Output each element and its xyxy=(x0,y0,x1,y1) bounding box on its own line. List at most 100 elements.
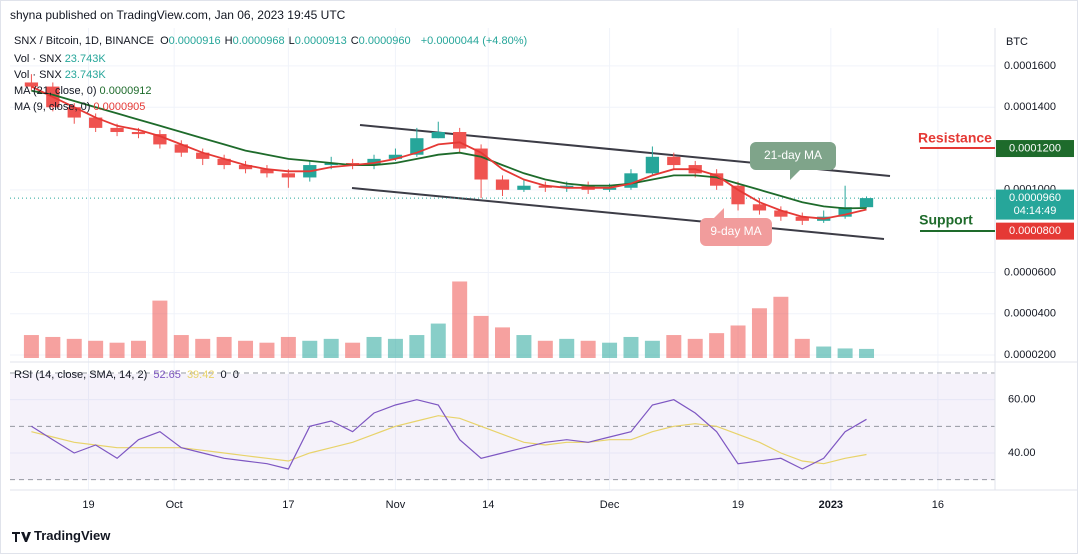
candle-body xyxy=(602,187,617,190)
x-tick-label: Oct xyxy=(166,499,183,511)
volume-bar xyxy=(730,325,746,358)
lower-trendline xyxy=(351,187,885,240)
y-tick-label: 0.0000400 xyxy=(1004,308,1056,320)
candle-body xyxy=(388,154,403,159)
volume-bar xyxy=(345,342,361,358)
change: +0.0000044 (+4.80%) xyxy=(420,35,528,47)
volume-bar xyxy=(45,336,61,358)
price-tag-label: 0.0000800 xyxy=(1009,225,1061,237)
volume-bar xyxy=(109,342,125,358)
ohlc-key: H xyxy=(224,35,233,47)
candle-body xyxy=(431,132,445,139)
volume-bar xyxy=(623,336,639,358)
volume-bar xyxy=(430,323,446,358)
volume-layer xyxy=(23,281,875,358)
ma-value: 0.0000905 xyxy=(93,101,146,113)
y-tick-label: 0.0000600 xyxy=(1004,266,1056,278)
price-tag xyxy=(996,140,1074,158)
ohlc-key: C xyxy=(350,35,359,47)
annotation-9: 9-day MA xyxy=(700,208,772,246)
support-label: Support xyxy=(919,212,973,228)
candle-body xyxy=(110,127,124,133)
symbol: SNX / Bitcoin, 1D, BINANCE xyxy=(14,35,154,47)
x-tick-label: 2023 xyxy=(819,499,843,511)
candle-body xyxy=(838,207,852,217)
volume-bar xyxy=(66,338,82,358)
ma-name: MA (9, close, 0) xyxy=(14,101,91,113)
candle-body xyxy=(367,158,381,166)
volume-bar xyxy=(709,333,725,358)
volume-bar xyxy=(773,296,789,358)
brand: TradingView xyxy=(34,528,111,543)
ohlc-key: O xyxy=(160,35,169,47)
ohlc: O0.0000916 H0.0000968 L0.0000913 C0.0000960 xyxy=(160,35,415,47)
legend-ma21: MA (21, close, 0) 0.0000912 xyxy=(14,85,155,97)
x-tick-label: Nov xyxy=(386,499,406,511)
candle-body xyxy=(731,185,745,205)
currency: BTC xyxy=(1006,36,1028,48)
candle-body xyxy=(153,134,167,145)
series-line xyxy=(31,415,867,465)
y-tick-label: 40.00 xyxy=(1008,447,1036,459)
volume-name: Vol · SNX xyxy=(14,53,62,65)
volume-bar xyxy=(602,342,618,358)
candle-body xyxy=(67,107,81,118)
candle-body xyxy=(238,165,253,170)
volume-value: 23.743K xyxy=(64,53,106,65)
x-tick-label: 19 xyxy=(82,499,94,511)
volume-bar xyxy=(794,338,810,358)
candle-body xyxy=(859,198,874,208)
y-tick-label: 0.0001600 xyxy=(1004,60,1056,72)
legend-volume: Vol · SNX 23.743K xyxy=(14,69,109,81)
volume-bar xyxy=(387,338,403,358)
y-tick-label: 0.0001400 xyxy=(1004,101,1056,113)
callout xyxy=(700,208,772,246)
rsi-extra: 0 xyxy=(220,369,227,381)
candle-body xyxy=(324,162,338,166)
candle-body xyxy=(624,173,638,188)
volume-bar xyxy=(559,338,575,358)
rsi-band-fill xyxy=(10,374,995,480)
price-tag xyxy=(996,222,1074,240)
volume-bar xyxy=(751,308,767,358)
candle-body xyxy=(560,185,574,188)
volume-bar xyxy=(516,335,532,358)
volume-bar xyxy=(859,348,875,358)
candle-body xyxy=(774,210,788,217)
legend-symbol: SNX / Bitcoin, 1D, BINANCE O0.0000916 H0.… xyxy=(14,35,530,47)
series-line xyxy=(31,89,867,210)
candle-body xyxy=(453,132,467,149)
rsi-sma-value: 39.42 xyxy=(186,369,215,381)
volume-name: Vol · SNX xyxy=(14,69,62,81)
volume-bar xyxy=(259,342,275,358)
annotation-label: 21-day MA xyxy=(764,148,822,162)
volume-bar xyxy=(644,340,660,358)
publisher: shyna published on TradingView.com, Jan … xyxy=(10,8,346,22)
volume-bar xyxy=(537,340,553,358)
axis-layer: 19 Oct 17 Nov 14 Dec 19 2023 16 0.0001600 0.000140… xyxy=(82,60,1074,511)
y-tick-label: 0.0000200 xyxy=(1004,349,1056,361)
ohlc-value: 0.0000960 xyxy=(358,35,411,47)
ohlc-key: L xyxy=(288,35,295,47)
volume-bar xyxy=(495,327,510,358)
volume-bar xyxy=(302,340,318,358)
candle-body xyxy=(752,204,767,211)
price-tag xyxy=(996,189,1074,220)
volume-bar xyxy=(837,348,853,358)
x-tick-label: Dec xyxy=(600,499,620,511)
volume-bar xyxy=(88,340,104,358)
candle-body xyxy=(517,185,531,190)
volume-bar xyxy=(687,338,703,358)
candle-body xyxy=(260,169,274,174)
candle-body xyxy=(89,117,103,128)
candle-body xyxy=(645,156,660,174)
candle-body xyxy=(131,132,146,135)
rsi-title: RSI (14, close, SMA, 14, 2) xyxy=(14,369,148,381)
series-line xyxy=(31,85,867,220)
price-layer xyxy=(10,74,995,225)
candle-body xyxy=(196,152,210,159)
volume-bar xyxy=(152,300,168,358)
ohlc-value: 0.0000916 xyxy=(168,35,221,47)
rsi-layer xyxy=(10,372,995,481)
